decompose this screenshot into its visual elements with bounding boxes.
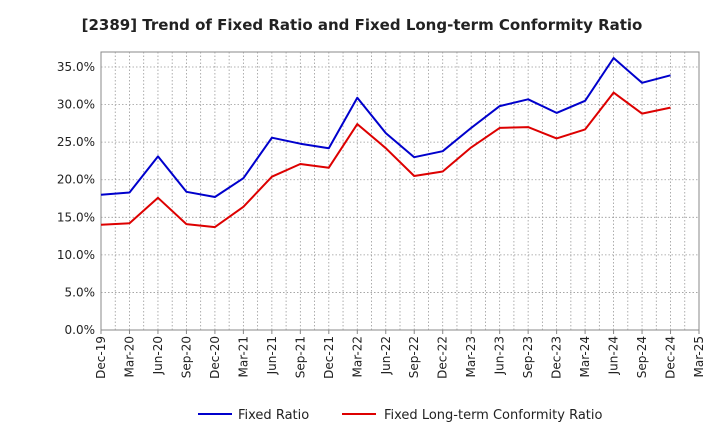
legend-label: Fixed Long-term Conformity Ratio xyxy=(384,408,603,423)
legend-label: Fixed Ratio xyxy=(238,408,309,423)
x-tick-label: Jun-23 xyxy=(493,336,507,375)
y-tick-label: 30.0% xyxy=(57,98,95,112)
series-line-1 xyxy=(100,57,671,198)
x-tick-label: Mar-24 xyxy=(578,336,592,377)
x-tick-label: Jun-21 xyxy=(265,336,279,375)
y-tick-label: 0.0% xyxy=(65,323,96,337)
x-tick-label: Jun-20 xyxy=(151,336,165,375)
legend: Fixed Ratio Fixed Long-term Conformity Ra… xyxy=(198,408,603,423)
x-tick-label: Dec-23 xyxy=(550,336,564,379)
x-tick-label: Dec-21 xyxy=(322,336,336,379)
y-tick-label: 10.0% xyxy=(57,248,95,262)
grid-lines xyxy=(101,52,699,330)
y-tick-label: 15.0% xyxy=(57,210,95,224)
y-tick-label: 20.0% xyxy=(57,173,95,187)
x-tick-label: Mar-20 xyxy=(122,336,136,377)
y-tick-label: 35.0% xyxy=(57,60,95,74)
x-axis-ticks: Dec-19 Mar-20 Jun-20 Sep-20 Dec-20 Mar-21 Jun-… xyxy=(94,330,706,379)
series-line-2 xyxy=(100,91,671,229)
x-tick-label: Mar-21 xyxy=(236,336,250,377)
x-tick-label: Dec-20 xyxy=(208,336,222,379)
y-tick-label: 25.0% xyxy=(57,135,95,149)
y-axis-ticks: 0.0% 5.0% 10.0% 15.0% 20.0% 25.0% 30.0% 35.0% xyxy=(57,60,95,337)
y-tick-label: 5.0% xyxy=(65,285,96,299)
x-tick-label: Sep-23 xyxy=(521,336,535,378)
x-tick-label: Mar-22 xyxy=(350,336,364,377)
x-tick-label: Sep-24 xyxy=(635,336,649,378)
series-group xyxy=(100,57,671,229)
x-tick-label: Sep-21 xyxy=(293,336,307,378)
x-tick-label: Sep-22 xyxy=(407,336,421,378)
x-tick-label: Dec-19 xyxy=(94,336,108,379)
chart-title: [2389] Trend of Fixed Ratio and Fixed Lo… xyxy=(82,16,643,34)
x-tick-label: Sep-20 xyxy=(179,336,193,378)
x-tick-label: Mar-25 xyxy=(692,336,706,377)
x-tick-label: Mar-23 xyxy=(464,336,478,377)
x-tick-label: Dec-24 xyxy=(664,336,678,379)
x-tick-label: Jun-24 xyxy=(607,336,621,375)
x-tick-label: Dec-22 xyxy=(436,336,450,379)
x-tick-label: Jun-22 xyxy=(379,336,393,375)
plot-area xyxy=(100,51,700,331)
